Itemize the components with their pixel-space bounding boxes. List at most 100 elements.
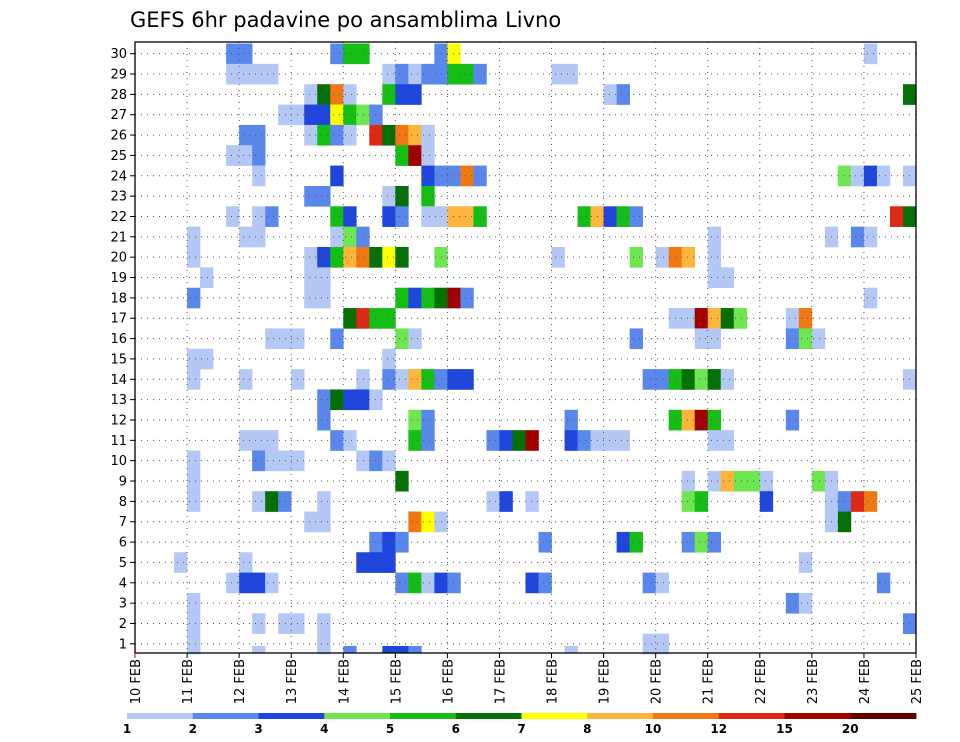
heatmap-cell [538, 531, 552, 553]
y-tick-label: 3 [119, 597, 127, 612]
heatmap-cell [304, 287, 318, 309]
heatmap-cell [564, 430, 578, 451]
heatmap-cell [850, 165, 865, 187]
heatmap-cell [187, 226, 201, 248]
x-tick-label: 13 FEB [285, 659, 300, 704]
x-tick-label: 23 FEB [806, 659, 821, 704]
heatmap-cell [408, 572, 422, 594]
heatmap-cell [395, 572, 409, 594]
colorbar-label: 2 [189, 722, 197, 736]
heatmap-cell [564, 646, 578, 654]
colorbar-swatch [587, 713, 654, 719]
heatmap-cell [278, 104, 292, 126]
heatmap-cell [603, 430, 617, 451]
heatmap-cell [343, 247, 357, 268]
heatmap-cell [382, 450, 396, 472]
heatmap-cell [356, 369, 370, 390]
heatmap-cell [694, 531, 709, 553]
heatmap-cell [343, 124, 357, 146]
heatmap-cell [655, 247, 669, 268]
heatmap-cell [694, 328, 709, 350]
heatmap-cell [304, 124, 318, 146]
heatmap-cell [681, 409, 696, 431]
heatmap-cell [863, 491, 878, 512]
heatmap-cell [408, 63, 422, 85]
heatmap-cell [252, 572, 266, 594]
heatmap-cell [265, 206, 279, 227]
heatmap-cell [187, 592, 201, 614]
heatmap-cell [811, 328, 826, 350]
heatmap-cell [226, 206, 240, 227]
heatmap-cell [460, 63, 474, 85]
heatmap-cell [356, 450, 370, 472]
heatmap-cell [720, 430, 735, 451]
y-tick-label: 15 [110, 352, 127, 367]
heatmap-cell [616, 430, 630, 451]
x-tick-label: 14 FEB [337, 659, 352, 704]
y-axis: 1234567891011121314151617181920212223242… [110, 47, 135, 652]
y-tick-label: 1 [119, 637, 127, 652]
heatmap-cell [603, 206, 617, 227]
heatmap-cell [330, 124, 344, 146]
heatmap-cell [499, 430, 513, 451]
heatmap-cell [174, 552, 188, 573]
heatmap-cell [525, 572, 539, 594]
heatmap-cell [707, 226, 722, 248]
heatmap-cell [694, 409, 709, 431]
chart-title: GEFS 6hr padavine po ansamblima Livno [130, 8, 561, 32]
heatmap-cell [382, 348, 396, 370]
heatmap-cell [408, 328, 422, 350]
heatmap-cell [707, 267, 722, 288]
heatmap-cell [629, 206, 643, 227]
colorbar-label: 20 [842, 722, 859, 736]
colorbar-swatch [390, 713, 457, 719]
colorbar-swatch [192, 713, 259, 719]
heatmap-cell [486, 430, 500, 451]
x-tick-label: 18 FEB [546, 659, 561, 704]
heatmap-cell [707, 308, 722, 329]
heatmap-cell [707, 409, 722, 431]
y-tick-label: 7 [119, 515, 127, 530]
heatmap-cell [330, 247, 344, 268]
heatmap-cell [382, 369, 396, 390]
heatmap-cell [265, 328, 279, 350]
heatmap-cell [330, 84, 344, 105]
heatmap-cell [343, 308, 357, 329]
heatmap-cell [798, 328, 813, 350]
heatmap-cell [720, 267, 735, 288]
heatmap-cell [317, 185, 331, 207]
heatmap-cell [564, 409, 578, 431]
heatmap-cell [187, 613, 201, 634]
heatmap-cell [408, 430, 422, 451]
heatmap-cell [655, 369, 669, 390]
y-tick-label: 17 [110, 312, 127, 327]
colorbar-swatch [718, 713, 785, 719]
heatmap-cell [616, 531, 630, 553]
heatmap-cell [343, 430, 357, 451]
heatmap-cell [733, 308, 748, 329]
heatmap-cell [252, 145, 266, 166]
heatmap-cell [278, 450, 292, 472]
y-tick-label: 27 [110, 108, 127, 123]
colorbar-label: 8 [583, 722, 591, 736]
heatmap-cell [460, 165, 474, 187]
heatmap-cell [317, 409, 331, 431]
heatmap-cell [863, 165, 878, 187]
heatmap-cell [265, 430, 279, 451]
heatmap-cell [616, 84, 630, 105]
grid-lines [135, 42, 916, 653]
heatmap-cell [200, 267, 214, 288]
heatmap-cell [707, 531, 722, 553]
heatmap-cell [759, 491, 774, 512]
heatmap-cell [382, 308, 396, 329]
y-tick-label: 22 [110, 210, 127, 225]
colorbar-label: 12 [710, 722, 727, 736]
y-tick-label: 14 [110, 373, 127, 388]
y-tick-label: 21 [110, 230, 127, 245]
x-tick-label: 21 FEB [702, 659, 717, 704]
heatmap-cell [447, 63, 461, 85]
heatmap-cell [356, 308, 370, 329]
heatmap-cell [330, 430, 344, 451]
x-tick-label: 10 FEB [129, 659, 144, 704]
heatmap-cell [395, 185, 409, 207]
